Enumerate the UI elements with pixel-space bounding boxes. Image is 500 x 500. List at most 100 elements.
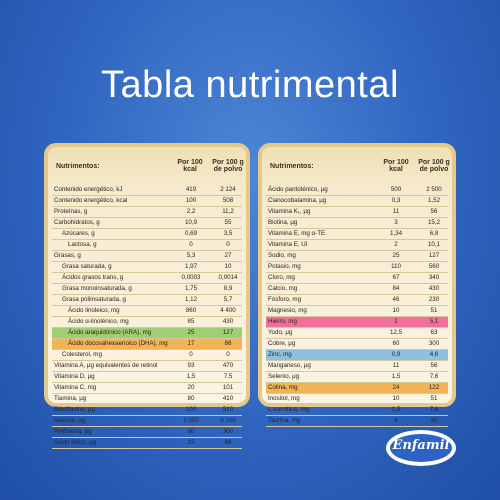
nutrient-name: Ácidos grasos trans, g [62, 274, 124, 281]
table-row: Hierro, mg 1 5,1 [266, 317, 448, 328]
table-header: Nutrimentos: Por 100 kcal Por 100 g de p… [54, 155, 244, 183]
nutrient-name: Ácido pantoténico, μg [268, 186, 328, 193]
value-per-100-kcal: 1,5 [186, 373, 196, 380]
nutrient-name: Piridoxina, μg [54, 428, 92, 435]
nutrient-name: Ácido araquidónico (ARA), mg [68, 329, 152, 336]
value-per-100-kcal: 1,12 [184, 296, 198, 303]
value-per-100-kcal: 2,2 [186, 208, 196, 215]
value-per-100-kcal: 1 000 [183, 417, 199, 424]
value-per-100-g: 230 [428, 296, 440, 303]
table-row: Riboflavina, μg 100 510 [52, 405, 242, 416]
value-per-100-kcal: 419 [185, 186, 197, 193]
value-per-100-kcal: 13 [187, 439, 195, 446]
table-row: Grasa poliinsaturada, g 1,12 5,7 [52, 295, 242, 306]
value-per-100-kcal: 11 [392, 208, 400, 215]
value-per-100-kcal: 25 [392, 252, 400, 259]
value-per-100-kcal: 17 [187, 340, 195, 347]
value-per-100-kcal: 11 [392, 362, 400, 369]
nutrient-name: Fósforo, mg [268, 296, 302, 303]
value-per-100-g: 0 [226, 351, 230, 358]
nutrient-name: Contenido energético, kcal [54, 197, 128, 204]
table-body: Ácido pantoténico, μg 500 2 500 Cianocobala… [266, 185, 448, 427]
nutrient-name: Ácido linoleico, mg [68, 307, 120, 314]
value-per-100-g: 470 [222, 362, 234, 369]
value-per-100-g: 127 [428, 252, 440, 259]
table-row: Ácido pantoténico, μg 500 2 500 [266, 185, 448, 196]
value-per-100-g: 3,5 [223, 230, 233, 237]
table-row: L-carnitina, mg 1,5 7,6 [266, 405, 448, 416]
value-per-100-g: 51 [430, 307, 438, 314]
table-row: Ácido linoleico, mg 860 4 400 [52, 306, 242, 317]
value-per-100-kcal: 10,9 [184, 219, 198, 226]
value-per-100-kcal: 1,75 [184, 285, 198, 292]
value-per-100-kcal: 1,5 [391, 373, 401, 380]
value-per-100-kcal: 1,34 [389, 230, 403, 237]
nutrient-name: Riboflavina, μg [54, 406, 96, 413]
value-per-100-g: 2 500 [426, 186, 442, 193]
value-per-100-g: 430 [222, 318, 234, 325]
table-row: Lactosa, g 0 0 [52, 240, 242, 251]
value-per-100-kcal: 20 [187, 384, 195, 391]
nutrient-name: Calcio, mg [268, 285, 298, 292]
nutrient-name: Grasa poliinsaturada, g [62, 296, 126, 303]
nutrient-name: Vitamina D, μg [54, 373, 95, 380]
table-row: Zinc, mg 0,9 4,6 [266, 350, 448, 361]
table-row: Vitamina K₁, μg 11 56 [266, 207, 448, 218]
value-per-100-g: 0 [226, 241, 230, 248]
nutrient-name: Azúcares, g [62, 230, 95, 237]
nutrient-name: Grasa saturada, g [62, 263, 112, 270]
table-row: Calcio, mg 84 430 [266, 284, 448, 295]
nutrient-name: Ácido fólico, μg [54, 439, 97, 446]
value-per-100-g: 1,52 [427, 197, 441, 204]
table-row: Colina, mg 24 122 [266, 383, 448, 394]
table-row: Cianocobalamina, μg 0,3 1,52 [266, 196, 448, 207]
value-per-100-g: 300 [222, 428, 234, 435]
table-body: Contenido energético, kJ 419 2 124 Contenid… [52, 185, 242, 449]
value-per-100-g: 6,8 [429, 230, 439, 237]
nutrient-name: Carbohidratos, g [54, 219, 100, 226]
nutrient-name: Cianocobalamina, μg [268, 197, 327, 204]
value-per-100-g: 4 400 [220, 307, 236, 314]
value-per-100-g: 122 [428, 384, 440, 391]
value-per-100-kcal: 0,0003 [181, 274, 201, 281]
nutrient-name: Vitamina E, UI [268, 241, 308, 248]
value-per-100-g: 15,2 [427, 219, 441, 226]
value-per-100-kcal: 85 [187, 318, 195, 325]
nutrient-name: Inositol, mg [268, 395, 300, 402]
value-per-100-kcal: 100 [185, 197, 197, 204]
value-per-100-kcal: 0,69 [184, 230, 198, 237]
value-per-100-g: 11,2 [222, 208, 234, 215]
nutrient-name: Potasio, mg [268, 263, 301, 270]
nutrient-name: Vitamina A, μg equivalentes de retinol [54, 362, 158, 369]
nutrient-name: Lactosa, g [68, 241, 97, 248]
table-row: Vitamina D, μg 1,5 7,5 [52, 372, 242, 383]
value-per-100-kcal: 0,9 [391, 351, 401, 358]
nutrient-name: Vitamina E, mg α-TE [268, 230, 326, 237]
value-per-100-g: 510 [222, 406, 234, 413]
value-per-100-kcal: 1 [394, 318, 398, 325]
value-per-100-kcal: 46 [392, 296, 400, 303]
table-row: Grasa monoinsaturada, g 1,75 8,9 [52, 284, 242, 295]
value-per-100-kcal: 100 [185, 406, 197, 413]
value-per-100-g: 300 [428, 340, 440, 347]
nutrient-name: Hierro, mg [268, 318, 297, 325]
table-row: Ácido araquidónico (ARA), mg 25 127 [52, 328, 242, 339]
table-row: Ácido fólico, μg 13 66 [52, 438, 242, 449]
value-per-100-g: 508 [222, 197, 234, 204]
value-per-100-kcal: 0 [189, 351, 193, 358]
value-per-100-g: 86 [224, 340, 232, 347]
value-per-100-kcal: 25 [187, 329, 195, 336]
value-per-100-kcal: 60 [187, 428, 195, 435]
header-nutrients: Nutrimentos: [56, 163, 100, 170]
nutrient-name: Sodio, mg [268, 252, 296, 259]
value-per-100-g: 30 [430, 417, 438, 424]
value-per-100-g: 7,5 [223, 373, 233, 380]
logo-text: Enfamil [390, 434, 452, 462]
table-row: Piridoxina, μg 60 300 [52, 427, 242, 438]
value-per-100-g: 5,1 [429, 318, 439, 325]
table-row: Contenido energético, kcal 100 508 [52, 196, 242, 207]
value-per-100-g: 0,0014 [218, 274, 238, 281]
table-row: Vitamina E, UI 2 10,1 [266, 240, 448, 251]
table-row: Taurina, mg 6 30 [266, 416, 448, 427]
value-per-100-kcal: 84 [392, 285, 400, 292]
